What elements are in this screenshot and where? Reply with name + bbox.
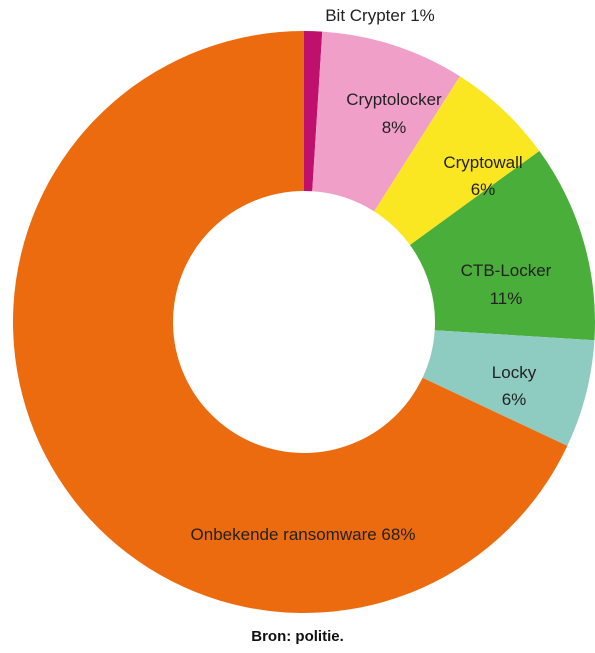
slice-ctb-locker xyxy=(409,150,595,341)
slice-bit-crypter xyxy=(304,31,323,192)
label-cryptowall: Cryptowall xyxy=(443,153,522,172)
value-cryptowall: 6% xyxy=(471,180,496,199)
slice-cryptowall xyxy=(374,76,540,246)
value-locky: 6% xyxy=(502,390,527,409)
value-ctb-locker: 11% xyxy=(490,289,523,308)
label-ctb-locker: CTB-Locker xyxy=(461,261,552,280)
label-onbekende-ransomware: Onbekende ransomware 68% xyxy=(191,525,416,544)
source-note: Bron: politie. xyxy=(251,628,344,645)
label-locky: Locky xyxy=(492,363,537,382)
slice-locky xyxy=(422,330,595,446)
value-cryptolocker: 8% xyxy=(382,118,407,137)
label-bit-crypter: Bit Crypter 1% xyxy=(325,6,435,25)
label-cryptolocker: Cryptolocker xyxy=(346,90,442,109)
slice-cryptolocker xyxy=(312,31,460,212)
slice-onbekende-ransomware xyxy=(13,31,568,613)
